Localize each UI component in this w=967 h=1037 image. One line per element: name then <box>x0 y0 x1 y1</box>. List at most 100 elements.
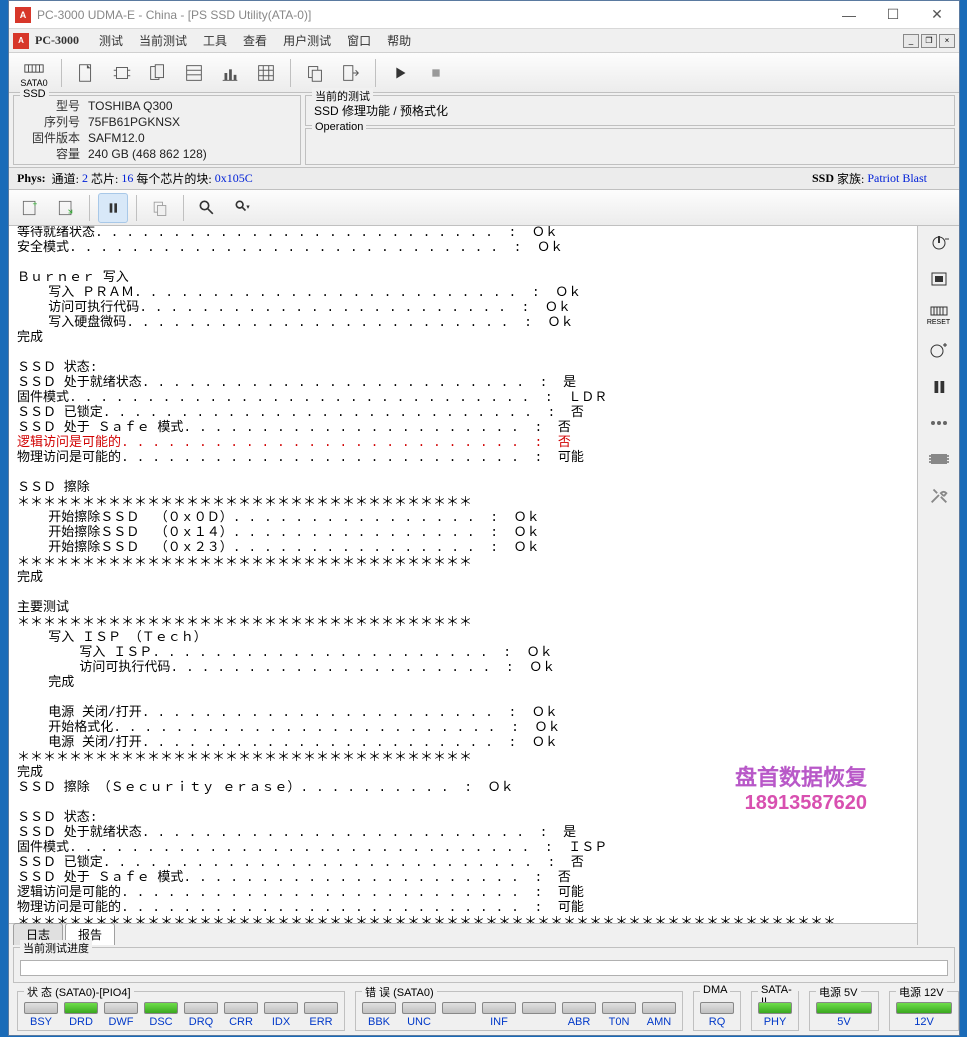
status-label: 12V <box>914 1016 934 1028</box>
menu-window[interactable]: 窗口 <box>339 32 379 49</box>
maximize-button[interactable]: ☐ <box>871 1 915 29</box>
status-label: UNC <box>407 1016 431 1028</box>
status-group-sata2: SATA-II PHY <box>751 991 799 1031</box>
menu-help[interactable]: 帮助 <box>379 32 419 49</box>
rt-power-icon[interactable] <box>924 230 954 256</box>
phys-info-row: Phys: 通道: 2 芯片: 16 每个芯片的块: 0x105C SSD 家族… <box>9 168 959 190</box>
log-line: ＳＳＤ 处于就绪状态. . . . . . . . . . . . . . . … <box>17 825 909 840</box>
log-line: 写入 ＩＳＰ. . . . . . . . . . . . . . . . . … <box>17 645 909 660</box>
mdi-minimize[interactable]: _ <box>903 34 919 48</box>
status-led-bsy: BSY <box>22 1002 60 1028</box>
progress-panel: 当前测试进度 <box>13 947 955 983</box>
log-line: ＊＊＊＊＊＊＊＊＊＊＊＊＊＊＊＊＊＊＊＊＊＊＊＊＊＊＊＊＊＊＊＊＊＊＊ <box>17 495 909 510</box>
log-line: ＳＳＤ 擦除 <box>17 480 909 495</box>
log-line <box>17 465 909 480</box>
log-line: ＳＳＤ 已锁定. . . . . . . . . . . . . . . . .… <box>17 405 909 420</box>
rt-dots-icon[interactable] <box>924 410 954 436</box>
status-led-blank <box>520 1002 558 1028</box>
tb2-find-icon[interactable] <box>192 193 222 223</box>
log-line <box>17 345 909 360</box>
rt-reset-icon[interactable]: RESET <box>924 302 954 328</box>
status-led-blank <box>440 1002 478 1028</box>
status-led-crr: CRR <box>222 1002 260 1028</box>
status-label: BBK <box>368 1016 390 1028</box>
tb2-copy-icon[interactable] <box>145 193 175 223</box>
menu-tools[interactable]: 工具 <box>195 32 235 49</box>
led-icon <box>482 1002 516 1014</box>
log-output[interactable]: 电源打开等待就绪状态. . . . . . . . . . . . . . . … <box>9 226 917 923</box>
led-icon <box>264 1002 298 1014</box>
log-tabs: 日志 报告 <box>9 923 917 945</box>
tb2-add-icon[interactable]: + <box>15 193 45 223</box>
led-icon <box>24 1002 58 1014</box>
status-led-rq: RQ <box>698 1002 736 1028</box>
minimize-button[interactable]: — <box>827 1 871 29</box>
status-led-err: ERR <box>302 1002 340 1028</box>
log-line: ＳＳＤ 处于 Ｓａｆｅ 模式. . . . . . . . . . . . . … <box>17 870 909 885</box>
log-line: 完成 <box>17 330 909 345</box>
status-led-phy: PHY <box>756 1002 794 1028</box>
close-button[interactable]: ✕ <box>915 1 959 29</box>
log-line: 电源 关闭/打开. . . . . . . . . . . . . . . . … <box>17 705 909 720</box>
status-group-sata: 状 态 (SATA0)-[PIO4] BSYDRDDWFDSCDRQCRRIDX… <box>17 991 345 1031</box>
log-line: 安全模式. . . . . . . . . . . . . . . . . . … <box>17 240 909 255</box>
ssd-model: TOSHIBA Q300 <box>88 98 173 114</box>
tb-stop-icon[interactable] <box>420 57 452 89</box>
log-line: 完成 <box>17 675 909 690</box>
menu-user-test[interactable]: 用户测试 <box>275 32 339 49</box>
mdi-restore[interactable]: ❐ <box>921 34 937 48</box>
status-label: DRD <box>69 1016 93 1028</box>
log-line: 开始格式化. . . . . . . . . . . . . . . . . .… <box>17 720 909 735</box>
status-group-pwr5: 电源 5V 5V <box>809 991 879 1031</box>
tb-play-icon[interactable] <box>384 57 416 89</box>
status-group-error: 错 误 (SATA0) BBKUNCINFABRT0NAMN <box>355 991 683 1031</box>
status-label: PHY <box>764 1016 787 1028</box>
current-test-text: SSD 修理功能 / 预格式化 <box>314 98 946 123</box>
main-toolbar: SATA0 <box>9 53 959 93</box>
app-window: A PC-3000 UDMA-E - China - [PS SSD Utili… <box>8 0 960 1036</box>
log-line: 开始擦除ＳＳＤ （０ｘ０Ｄ）. . . . . . . . . . . . . … <box>17 510 909 525</box>
status-led-dwf: DWF <box>102 1002 140 1028</box>
tb-chip-icon[interactable] <box>106 57 138 89</box>
menu-test[interactable]: 测试 <box>91 32 131 49</box>
ssd-firmware: SAFM12.0 <box>88 130 145 146</box>
tb2-pause-icon[interactable] <box>98 193 128 223</box>
sata-port-button[interactable]: SATA0 <box>15 57 53 89</box>
log-line: 访问可执行代码. . . . . . . . . . . . . . . . .… <box>17 300 909 315</box>
menu-current-test[interactable]: 当前测试 <box>131 32 195 49</box>
tb-list-icon[interactable] <box>178 57 210 89</box>
info-row: SSD 型号TOSHIBA Q300 序列号75FB61PGKNSX 固件版本S… <box>9 93 959 168</box>
status-label: T0N <box>609 1016 630 1028</box>
tb-exit-icon[interactable] <box>335 57 367 89</box>
tb-docs-icon[interactable] <box>142 57 174 89</box>
rt-sleep-icon[interactable] <box>924 338 954 364</box>
tb-copy-icon[interactable] <box>299 57 331 89</box>
titlebar: A PC-3000 UDMA-E - China - [PS SSD Utili… <box>9 1 959 29</box>
menu-view[interactable]: 查看 <box>235 32 275 49</box>
log-line: 固件模式. . . . . . . . . . . . . . . . . . … <box>17 390 909 405</box>
log-line: 物理访问是可能的. . . . . . . . . . . . . . . . … <box>17 900 909 915</box>
led-icon <box>144 1002 178 1014</box>
status-led-abr: ABR <box>560 1002 598 1028</box>
rt-chip2-icon[interactable] <box>924 446 954 472</box>
mdi-close[interactable]: × <box>939 34 955 48</box>
ssd-info-panel: SSD 型号TOSHIBA Q300 序列号75FB61PGKNSX 固件版本S… <box>13 95 301 165</box>
tb2-find-next-icon[interactable] <box>228 193 258 223</box>
log-line: 逻辑访问是可能的. . . . . . . . . . . . . . . . … <box>17 885 909 900</box>
rt-pause-icon[interactable] <box>924 374 954 400</box>
tb2-save-icon[interactable] <box>51 193 81 223</box>
tb-doc-icon[interactable] <box>70 57 102 89</box>
menubar: A PC-3000 测试 当前测试 工具 查看 用户测试 窗口 帮助 _ ❐ × <box>9 29 959 53</box>
rt-chip-icon[interactable] <box>924 266 954 292</box>
status-label: RQ <box>709 1016 726 1028</box>
led-icon <box>362 1002 396 1014</box>
log-line: ＳＳＤ 擦除 （Ｓｅｃｕｒｉｔｙ ｅｒａｓｅ）. . . . . . . . .… <box>17 780 909 795</box>
status-group-pwr12: 电源 12V 12V <box>889 991 959 1031</box>
tb-chart-icon[interactable] <box>214 57 246 89</box>
tb-grid-icon[interactable] <box>250 57 282 89</box>
log-line: 物理访问是可能的. . . . . . . . . . . . . . . . … <box>17 450 909 465</box>
log-line: ＳＳＤ 状态: <box>17 810 909 825</box>
current-test-box: 当前的测试 SSD 修理功能 / 预格式化 <box>305 95 955 126</box>
rt-tools-icon[interactable] <box>924 482 954 508</box>
log-line: 完成 <box>17 765 909 780</box>
